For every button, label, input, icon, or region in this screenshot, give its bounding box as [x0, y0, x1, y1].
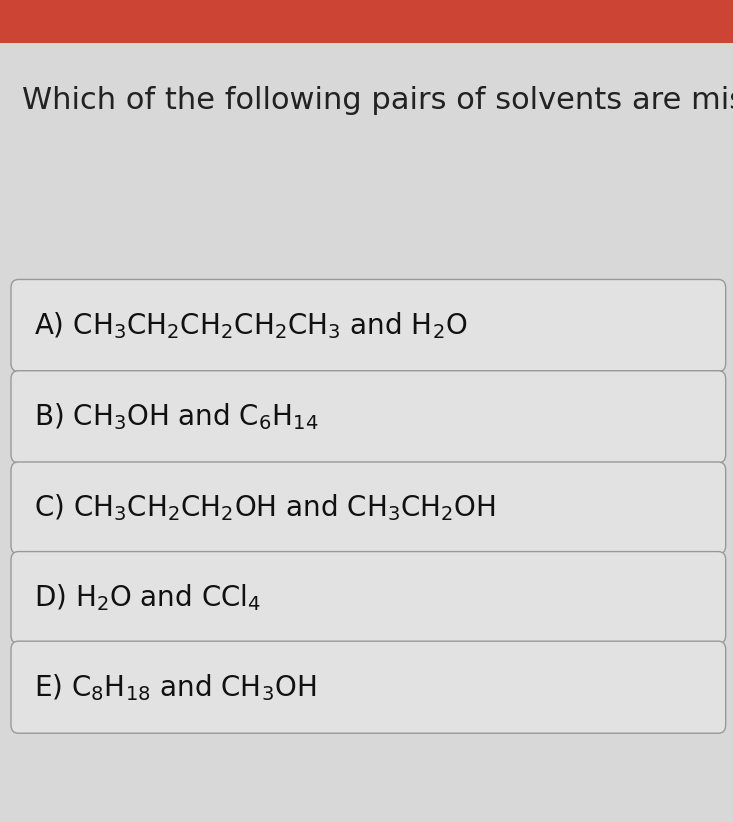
- Text: A) $\mathregular{CH_3CH_2CH_2CH_2CH_3}$ and $\mathregular{H_2O}$: A) $\mathregular{CH_3CH_2CH_2CH_2CH_3}$ …: [34, 310, 468, 341]
- FancyBboxPatch shape: [11, 641, 726, 733]
- FancyBboxPatch shape: [0, 0, 733, 43]
- Text: Which of the following pairs of solvents are miscible?: Which of the following pairs of solvents…: [22, 86, 733, 115]
- Text: D) $\mathregular{H_2O}$ and $\mathregular{CCl_4}$: D) $\mathregular{H_2O}$ and $\mathregula…: [34, 582, 262, 613]
- Text: C) $\mathregular{CH_3CH_2CH_2OH}$ and $\mathregular{CH_3CH_2OH}$: C) $\mathregular{CH_3CH_2CH_2OH}$ and $\…: [34, 492, 496, 524]
- FancyBboxPatch shape: [0, 43, 733, 822]
- Text: E) $\mathregular{C_8H_{18}}$ and $\mathregular{CH_3OH}$: E) $\mathregular{C_8H_{18}}$ and $\mathr…: [34, 672, 317, 703]
- Text: B) $\mathregular{CH_3OH}$ and $\mathregular{C_6H_{14}}$: B) $\mathregular{CH_3OH}$ and $\mathregu…: [34, 401, 319, 432]
- FancyBboxPatch shape: [11, 279, 726, 372]
- FancyBboxPatch shape: [0, 43, 733, 822]
- FancyBboxPatch shape: [11, 462, 726, 554]
- FancyBboxPatch shape: [11, 552, 726, 644]
- FancyBboxPatch shape: [11, 371, 726, 463]
